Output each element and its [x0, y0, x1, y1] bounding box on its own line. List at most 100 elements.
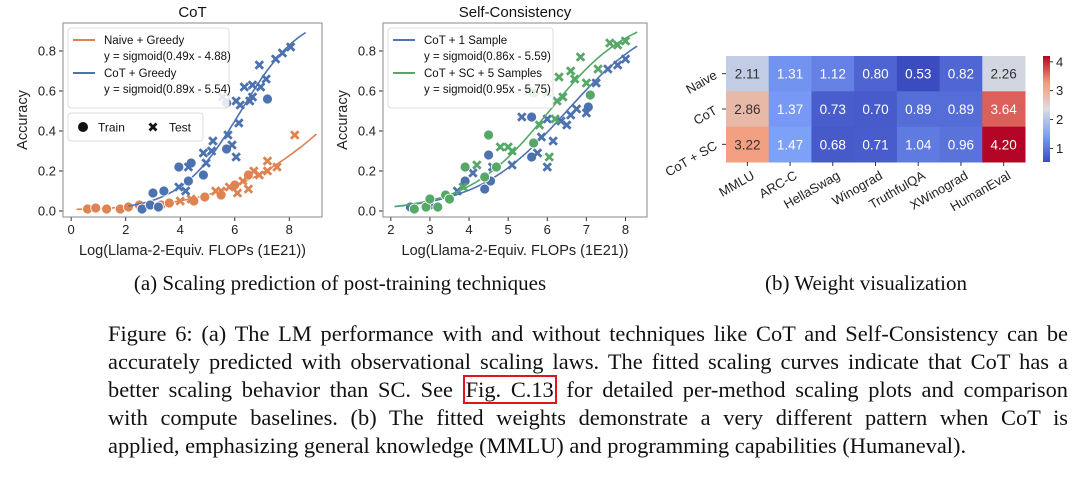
test-point — [507, 160, 517, 170]
caption-text: better scaling behavior than SC. See — [108, 377, 463, 402]
train-point — [173, 161, 185, 173]
legend-box — [67, 27, 230, 109]
train-point — [101, 203, 113, 215]
y-tick-label: 0.2 — [358, 164, 376, 179]
heatmap-cell — [811, 91, 855, 128]
train-point — [147, 187, 159, 199]
row-label: CoT + SC — [662, 138, 719, 180]
train-point — [528, 137, 539, 149]
legend-formula: y = sigmoid(0.86x - 5.59) — [424, 51, 551, 63]
test-point — [235, 100, 246, 110]
heatmap-value: 0.53 — [905, 67, 931, 82]
x-tick-label: 5 — [505, 222, 512, 237]
chart-1: Self-Consistency 2 3 4 5 6 7 8 0.0 0.2 0.4 0.6 0.8 Lo… — [335, 4, 648, 259]
heatmap-value: 1.04 — [905, 137, 932, 152]
test-point — [612, 60, 623, 70]
test-point — [571, 104, 582, 114]
test-point — [232, 188, 243, 198]
test-point — [544, 152, 555, 162]
test-point — [458, 182, 468, 192]
colorbar — [1043, 56, 1050, 162]
heatmap-cell — [854, 91, 898, 128]
heatmap-cell — [896, 56, 941, 92]
x-axis-label: Log(Llama-2-Equiv. FLOPs (1E21)) — [402, 243, 629, 259]
heatmap-value: 0.89 — [905, 102, 931, 117]
test-point — [254, 60, 265, 70]
y-tick-label: 0.6 — [358, 84, 376, 99]
legend-formula: y = sigmoid(0.95x - 5.75) — [424, 84, 551, 96]
x-axis-label: Log(Llama-2-Equiv. FLOPs (1E21)) — [79, 243, 306, 259]
train-point — [199, 191, 211, 203]
train-point — [479, 183, 491, 195]
test-point — [186, 194, 196, 204]
test-point — [174, 182, 184, 192]
test-point — [495, 142, 506, 152]
train-point — [444, 193, 455, 205]
test-point — [208, 136, 218, 146]
caption-line: with compute baselines. (b) The fitted w… — [108, 405, 1068, 430]
test-point — [277, 48, 288, 58]
figure-reference-link[interactable]: Fig. C.13 — [462, 375, 557, 404]
heatmap-value: 1.37 — [777, 102, 803, 117]
heatmap-value: 0.68 — [820, 137, 846, 152]
caption-line: better scaling behavior than SC. See Fig… — [108, 375, 1068, 404]
y-tick-label: 0.0 — [358, 204, 376, 219]
y-tick-label: 0.4 — [358, 124, 376, 139]
legend-box — [387, 27, 554, 109]
heatmap-value: 0.96 — [948, 137, 974, 152]
heatmap-value: 0.70 — [862, 102, 888, 117]
x-tick-label: 0 — [68, 222, 75, 237]
marker-legend-label: Test — [169, 121, 192, 135]
test-point — [238, 176, 248, 186]
heatmap-value: 0.80 — [862, 67, 888, 82]
subcaption-b: (b) Weight visualization — [764, 271, 968, 295]
test-point — [270, 54, 281, 64]
caption-text: for detailed per-method scaling plots an… — [556, 377, 1068, 402]
heatmap-cell — [726, 126, 770, 163]
train-point — [198, 169, 209, 181]
heatmap-value: 0.89 — [948, 102, 974, 117]
test-point — [581, 78, 592, 88]
test-point — [261, 74, 271, 84]
heatmap-cell — [982, 126, 1026, 163]
test-point — [507, 146, 517, 156]
heatmap-cell — [896, 91, 941, 128]
legend-formula: y = sigmoid(0.89x - 5.54) — [104, 84, 231, 96]
legend: CoT + 1 Sample y = sigmoid(0.86x - 5.59) C… — [387, 27, 554, 109]
train-point — [163, 197, 175, 209]
y-tick-label: 0.6 — [38, 84, 56, 99]
x-marker-icon — [148, 122, 158, 132]
test-point — [472, 160, 482, 170]
test-point — [272, 162, 282, 172]
test-point — [223, 130, 233, 140]
test-point — [285, 42, 296, 52]
legend-label: CoT + Greedy — [104, 68, 177, 80]
train-point — [526, 111, 538, 123]
test-point — [262, 156, 273, 166]
chart-title: CoT — [178, 4, 206, 21]
y-tick-label: 0.2 — [38, 164, 56, 179]
test-point — [534, 120, 545, 130]
heatmap-value: 1.12 — [820, 67, 846, 82]
train-point — [90, 202, 102, 214]
train-point — [483, 129, 495, 141]
test-point — [542, 162, 553, 172]
test-point — [468, 168, 478, 178]
figure: CoT 0 2 4 6 8 0.0 0.2 0.4 0.6 0.8 Log(Llama-2-Equiv… — [15, 4, 1063, 259]
heatmap-value: 4.20 — [991, 137, 1017, 152]
test-point — [554, 72, 564, 82]
column-label: MMLU — [716, 168, 757, 200]
train-point — [424, 193, 436, 205]
test-point — [562, 120, 572, 130]
test-point — [224, 182, 235, 192]
x-tick-label: 8 — [622, 222, 629, 237]
caption-line: accurately predicted with observational … — [108, 349, 1068, 374]
heatmap-cell — [768, 126, 812, 163]
marker-legend-label: Train — [98, 121, 125, 135]
test-point — [591, 78, 601, 88]
heatmap-cell — [768, 56, 812, 92]
caption-line: Figure 6: (a) The LM performance with an… — [108, 321, 1068, 346]
x-tick-label: 6 — [544, 222, 551, 237]
test-point — [255, 82, 266, 92]
x-tick-label: 4 — [465, 222, 472, 237]
